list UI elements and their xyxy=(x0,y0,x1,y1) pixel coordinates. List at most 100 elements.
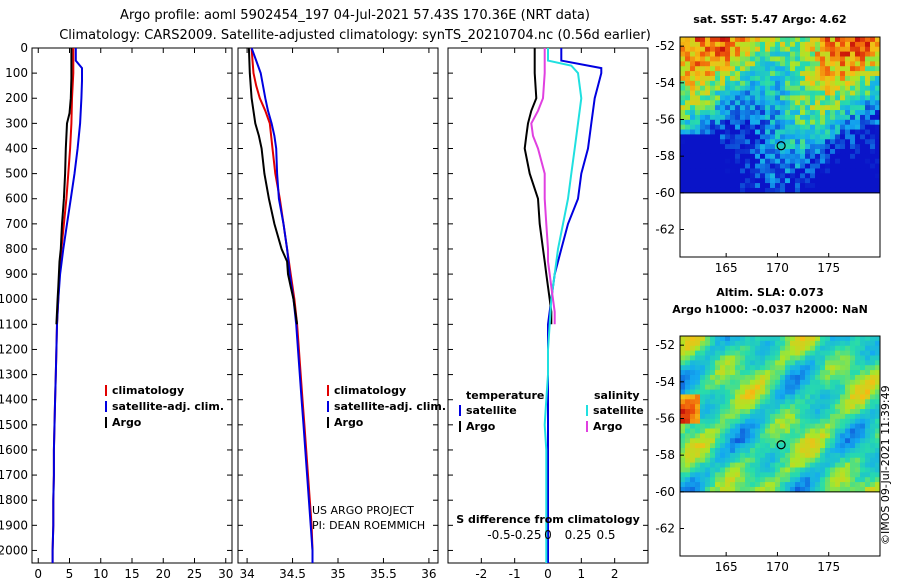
sla-map-cell xyxy=(830,418,836,425)
sst-map-cell xyxy=(780,114,786,121)
sst-map-cell xyxy=(715,46,721,53)
sst-map-cell xyxy=(775,110,781,116)
sla-map-cell xyxy=(840,413,846,420)
salinity-series-climatology xyxy=(250,47,314,563)
sla-map-cell xyxy=(795,365,801,371)
sst-map-cell xyxy=(730,178,736,184)
sla-map-cell xyxy=(795,477,801,483)
sst-map-cell xyxy=(870,110,876,116)
sla-map-cell xyxy=(830,389,836,395)
sla-map-cell xyxy=(685,365,691,371)
sst-map-cell xyxy=(745,95,751,101)
sla-map-cell xyxy=(710,413,716,420)
sla-map-cell xyxy=(730,477,736,483)
sst-map-cell xyxy=(775,114,781,121)
sst-map-cell xyxy=(850,129,856,135)
sst-map-cell xyxy=(745,37,751,43)
sst-map-cell xyxy=(700,124,706,130)
sst-map-cell xyxy=(870,37,876,43)
sla-map-cell xyxy=(825,438,831,444)
sla-map-cell xyxy=(695,452,701,459)
sla-map-cell xyxy=(810,428,816,434)
sst-map-cell xyxy=(840,75,846,82)
sst-map-cell xyxy=(740,66,746,72)
sla-map-cell xyxy=(705,355,711,361)
sla-map-cell xyxy=(810,355,816,361)
sst-map-xtick-label: 175 xyxy=(817,261,840,275)
sla-map-cell xyxy=(740,438,746,444)
sla-map-cell xyxy=(800,452,806,459)
sst-map-cell xyxy=(860,124,866,130)
temperature-ytick-label: 1600 xyxy=(0,443,28,457)
salinity-series-argo xyxy=(247,47,299,325)
sst-map-cell xyxy=(820,139,826,145)
sst-map-cell xyxy=(710,144,716,150)
sst-map-cell xyxy=(815,51,821,57)
sst-map-cell xyxy=(700,37,706,43)
sst-map-cell xyxy=(785,105,791,111)
sla-map-cell xyxy=(695,374,701,381)
sst-map-cell xyxy=(750,163,756,169)
sla-map-cell xyxy=(795,462,801,468)
sla-map-cell xyxy=(830,345,836,352)
sst-map-cell xyxy=(870,183,876,189)
sst-map-cell xyxy=(775,90,781,96)
sst-map-cell xyxy=(780,105,786,111)
sst-map-cell xyxy=(740,124,746,130)
sst-map-cell xyxy=(780,173,786,179)
sst-map-cell xyxy=(700,158,706,165)
temperature-ytick-label: 1200 xyxy=(0,342,28,356)
sst-map-cell xyxy=(815,37,821,43)
sla-map-cell xyxy=(825,374,831,381)
sst-map-cell xyxy=(775,56,781,62)
sst-map-cell xyxy=(805,168,811,174)
sst-map-cell xyxy=(740,95,746,101)
sla-map-cell xyxy=(730,379,736,386)
sst-map-cell xyxy=(735,37,741,43)
sst-map-cell xyxy=(840,144,846,150)
temperature-ytick-label: 1000 xyxy=(0,292,28,306)
sst-map-cell xyxy=(765,51,771,57)
sla-map-cell xyxy=(775,365,781,371)
sst-map-cell xyxy=(800,95,806,101)
sla-map-cell xyxy=(865,365,871,371)
sla-map-cell xyxy=(715,355,721,361)
sla-map-cell xyxy=(715,345,721,352)
sla-map-cell xyxy=(800,350,806,356)
sst-map-cell xyxy=(805,110,811,116)
sst-map-cell xyxy=(680,85,686,91)
sst-map-cell xyxy=(830,149,836,155)
sst-map-cell xyxy=(700,80,706,87)
sla-map-cell xyxy=(690,355,696,361)
sla-map-cell xyxy=(740,413,746,420)
sst-map-cell xyxy=(725,153,731,160)
sst-map-cell xyxy=(690,183,696,189)
sst-map-cell xyxy=(690,119,696,126)
sla-map-cell xyxy=(740,374,746,381)
sst-map-cell xyxy=(875,139,881,145)
sla-map-cell xyxy=(805,374,811,381)
sst-map-cell xyxy=(745,168,751,174)
sla-map-cell xyxy=(825,472,831,478)
sla-map-cell xyxy=(725,389,731,395)
sst-map-cell xyxy=(745,139,751,145)
sla-map-cell xyxy=(685,438,691,444)
sst-map-cell xyxy=(855,37,861,43)
sst-map-cell xyxy=(825,163,831,169)
temperature-series-climatology xyxy=(51,48,75,563)
sst-map-cell xyxy=(845,158,851,165)
sst-map-cell xyxy=(810,114,816,121)
sla-map-cell xyxy=(865,404,871,410)
sla-map-cell xyxy=(745,365,751,371)
sst-map-cell xyxy=(785,110,791,116)
sla-map-cell xyxy=(875,486,881,493)
sla-map-cell xyxy=(705,448,711,454)
sst-map-cell xyxy=(875,144,881,150)
sst-map-cell xyxy=(815,129,821,135)
sla-map-cell xyxy=(815,389,821,395)
sla-map-cell xyxy=(715,336,721,342)
sla-map-ytick-label: -52 xyxy=(655,338,675,352)
sla-map-cell xyxy=(700,482,706,488)
sla-map-cell xyxy=(720,379,726,386)
sst-map-cell xyxy=(690,187,696,194)
